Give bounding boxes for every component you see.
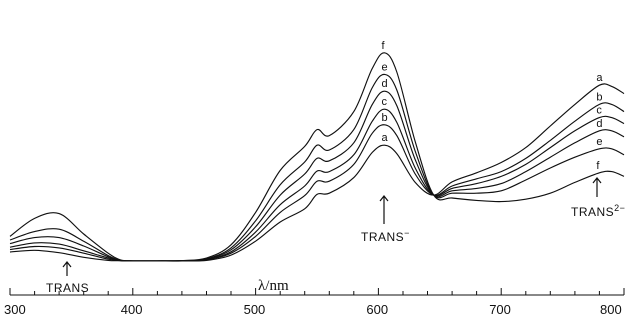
annotation-trans-2minus: TRANS2− — [571, 177, 625, 219]
curve-label-a-780: a — [596, 72, 603, 84]
series-d-line — [9, 90, 625, 262]
annotation-trans-minus-text: TRANS− — [361, 228, 410, 244]
x-tick-label-700: 700 — [489, 302, 511, 317]
x-tick-label-300: 300 — [4, 302, 26, 317]
annotation-trans-minus-base: TRANS — [361, 230, 404, 244]
arrow-icon-trans — [62, 261, 72, 276]
annotation-trans-text: TRANS — [46, 281, 89, 295]
annotation-trans-2minus-sup: 2− — [614, 203, 625, 213]
curve-label-c-605: c — [382, 96, 388, 108]
annotation-trans: TRANS — [46, 261, 89, 295]
curve-label-e-605: e — [382, 61, 388, 73]
curve-label-e-780: e — [596, 136, 602, 148]
series-c-line — [9, 108, 625, 262]
x-axis-label: λ/nm — [258, 278, 289, 294]
curve-label-b-605: b — [382, 112, 388, 124]
series-b-line — [9, 102, 625, 262]
spectral-curves — [9, 52, 625, 262]
x-tick-label-600: 600 — [366, 302, 388, 317]
annotation-trans-minus-sup: − — [404, 228, 410, 238]
annotation-trans-2minus-base: TRANS — [571, 205, 614, 219]
series-f-line — [9, 52, 625, 262]
curve-label-d-780: d — [596, 118, 602, 130]
curve-label-a-605: a — [382, 132, 389, 144]
annotation-trans-2minus-text: TRANS2− — [571, 203, 625, 219]
x-axis-ticks: 300 400 500 600 700 800 — [4, 288, 625, 317]
annotation-trans-minus: TRANS− — [361, 195, 410, 244]
x-tick-label-400: 400 — [121, 302, 143, 317]
series-a-line — [9, 83, 625, 262]
curve-label-d-605: d — [382, 78, 388, 90]
curve-label-c-780: c — [596, 105, 602, 117]
arrow-icon-trans-minus — [379, 195, 389, 224]
curve-label-f-780: f — [596, 160, 600, 172]
curve-label-f-605: f — [382, 40, 386, 52]
x-tick-label-500: 500 — [244, 302, 266, 317]
x-tick-label-800: 800 — [600, 302, 622, 317]
curve-label-b-780: b — [596, 91, 602, 103]
arrow-icon-trans-2minus — [592, 177, 602, 197]
